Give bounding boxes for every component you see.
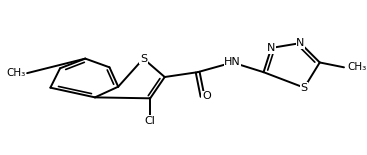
Text: CH₃: CH₃ <box>6 68 25 78</box>
Text: O: O <box>202 91 211 101</box>
Text: N: N <box>296 38 305 48</box>
Text: HN: HN <box>224 58 241 67</box>
Text: Cl: Cl <box>145 116 156 126</box>
Text: N: N <box>267 43 276 53</box>
Text: S: S <box>301 83 308 93</box>
Text: S: S <box>140 54 147 64</box>
Text: CH₃: CH₃ <box>347 62 366 72</box>
